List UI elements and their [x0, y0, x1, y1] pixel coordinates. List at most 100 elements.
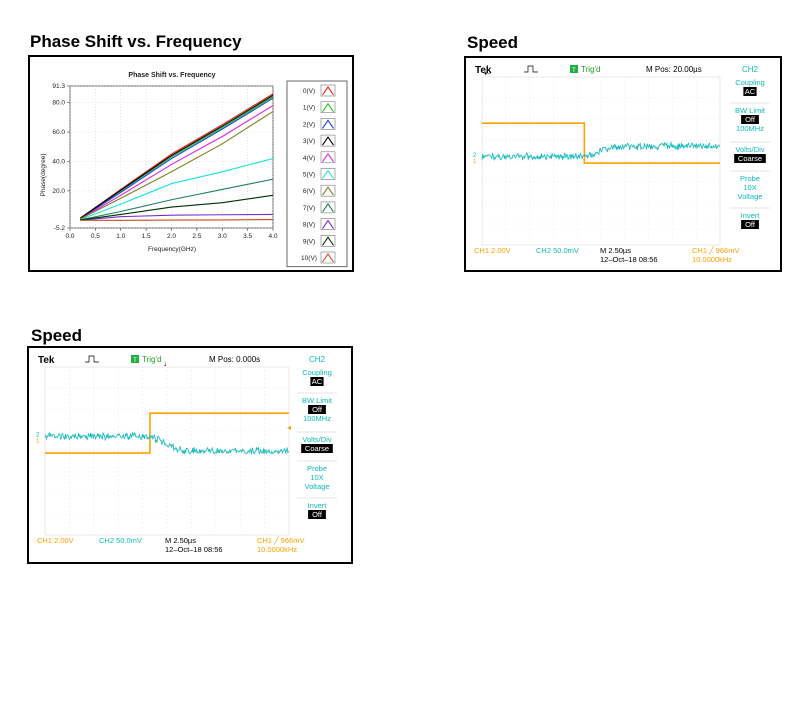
menu-value-box	[308, 405, 326, 414]
speed-panel-title-1: Speed	[467, 33, 519, 52]
speed-panel-title-2: Speed	[31, 326, 83, 345]
trigger-status: Trig'd	[581, 65, 600, 74]
ch1-scale: CH1 2.00V	[474, 246, 511, 255]
ch1-ground-marker: 1	[36, 438, 40, 444]
menu-value: AC	[312, 377, 323, 386]
timebase: M 2.50µs	[600, 246, 631, 255]
y-tick-label: 60.0	[52, 129, 65, 136]
legend-swatch	[320, 184, 336, 197]
menu-value: Off	[745, 115, 756, 124]
phase-chart: Phase Shift vs. Frequency 0.0 0.5 1.0 1.5 2.…	[40, 72, 348, 268]
legend-marker	[322, 119, 334, 129]
ch2-trace	[481, 140, 721, 161]
menu-label: Invert	[741, 211, 761, 220]
legend-swatch	[320, 151, 336, 164]
legend-swatch	[320, 201, 336, 214]
legend-label: 8(V)	[303, 222, 315, 229]
menu-value: Off	[312, 405, 323, 414]
timebase: M 2.50µs	[165, 536, 196, 545]
legend-marker	[322, 219, 334, 229]
legend-marker	[322, 169, 334, 179]
x-tick-label: 2.0	[167, 233, 176, 240]
x-axis-label: Frequency(GHz)	[148, 246, 196, 253]
legend-label: 3(V)	[303, 138, 315, 145]
menu-label: Volts/Div	[302, 435, 331, 444]
trigger-level-icon: ◂	[287, 423, 291, 432]
legend-swatch	[320, 251, 336, 264]
menu-label: Invert	[308, 501, 328, 510]
menu-label: 10X	[310, 473, 323, 482]
legend-label: 2(V)	[303, 121, 315, 128]
series-line-2v	[79, 97, 274, 220]
ch2-ground-marker: 2	[36, 432, 40, 438]
legend-swatch	[320, 101, 336, 114]
legend-marker	[322, 236, 334, 246]
x-tick-label: 1.5	[142, 233, 151, 240]
legend-marker	[322, 202, 334, 213]
ch2-trace	[44, 431, 289, 455]
x-tick-label: 2.5	[192, 233, 201, 240]
legend-label: 0(V)	[303, 88, 315, 95]
menu-label: BW Limit	[302, 396, 333, 405]
ch1-ground-marker: 1	[473, 159, 477, 165]
scope-frame-1: Tek T Trig'd M Pos: 20.00µs CH2 2 1 ⇠ Coupling AC…	[464, 56, 782, 272]
menu-value: Coarse	[305, 444, 329, 453]
menu-label: 100MHz	[736, 124, 764, 133]
phase-chart-frame: Phase Shift vs. Frequency 0.0 0.5 1.0 1.5 2.…	[28, 55, 354, 272]
trigger-position-icon: ↓	[163, 359, 167, 368]
menu-label: Probe	[740, 174, 760, 183]
series-line-3v	[79, 94, 274, 219]
x-tick-label: 3.0	[218, 233, 227, 240]
x-tick-label: 3.5	[243, 233, 252, 240]
ch2-ground-marker: 2	[473, 153, 477, 159]
y-tick-label: 91.3	[52, 83, 65, 90]
legend-swatch	[320, 134, 336, 147]
legend-swatch	[320, 168, 336, 180]
chart-title: Phase Shift vs. Frequency	[128, 72, 215, 79]
menu-value-box	[310, 377, 324, 386]
legend-marker	[322, 102, 334, 113]
menu-value-box	[301, 444, 333, 453]
series-line-9v	[80, 194, 274, 221]
series-line-10v	[80, 219, 274, 221]
trigger-position-icon: ⇠	[484, 69, 491, 78]
horizontal-position: M Pos: 0.000s	[209, 355, 260, 364]
menu-label: Voltage	[304, 482, 329, 491]
menu-value-box	[734, 154, 766, 163]
legend-swatch	[320, 218, 336, 230]
brand-label: Tek	[475, 65, 492, 76]
trigger-info: CH1 ╱ 966mV	[692, 245, 739, 255]
series-line-5v	[79, 158, 274, 221]
trigger-status: Trig'd	[142, 355, 161, 364]
trigger-status-glyph: T	[133, 358, 137, 364]
legend-swatch	[320, 118, 336, 130]
ch1-trace	[45, 412, 289, 454]
legend-label: 7(V)	[303, 205, 315, 212]
legend-label: 9(V)	[303, 238, 315, 245]
menu-value-box	[743, 87, 757, 96]
legend-box	[286, 80, 348, 268]
series-line-6v	[79, 110, 274, 220]
menu-value: AC	[745, 87, 756, 96]
menu-value-box	[741, 220, 759, 229]
legend-label: 5(V)	[303, 172, 315, 179]
brand-label: Tek	[38, 355, 55, 366]
timestamp: 12–Oct–18 08:56	[165, 545, 223, 554]
menu-label: Probe	[307, 464, 327, 473]
trigger-info: CH1 ╱ 966mV	[257, 535, 304, 545]
menu-label: Volts/Div	[735, 145, 764, 154]
channel-menu-title: CH2	[742, 65, 759, 74]
legend-label: 1(V)	[303, 105, 315, 112]
legend-marker	[322, 136, 334, 146]
pulse-icon	[524, 65, 538, 73]
